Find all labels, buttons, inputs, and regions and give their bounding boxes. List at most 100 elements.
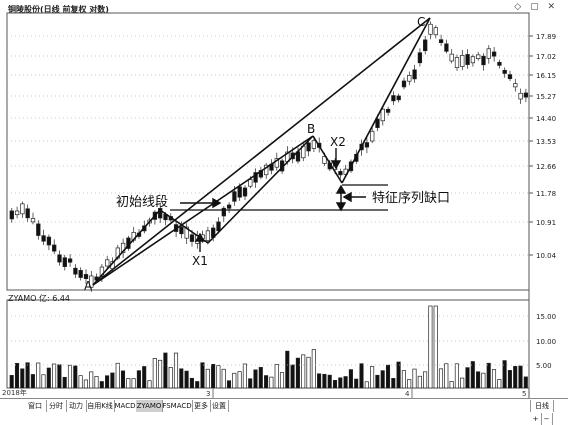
- candle-body: [274, 158, 279, 168]
- volume-bar: [142, 366, 147, 389]
- volume-bar: [295, 357, 300, 389]
- volume-bar: [258, 367, 263, 389]
- period-selector[interactable]: 日线: [530, 400, 554, 412]
- candle-body: [470, 56, 476, 64]
- price-axis-label: 17.02: [536, 53, 556, 61]
- segment-x2-c: [341, 17, 431, 184]
- volume-bar: [343, 376, 348, 389]
- volume-bar: [52, 363, 57, 389]
- volume-bar: [25, 362, 30, 389]
- tab-settings[interactable]: 设置: [210, 400, 229, 412]
- tab-window[interactable]: 窗口: [24, 400, 47, 412]
- tab-momentum[interactable]: 动力: [66, 400, 87, 412]
- candle-body: [25, 208, 30, 219]
- candle-body: [253, 172, 258, 183]
- volume-bar: [338, 377, 343, 389]
- point-x1-label: X1: [192, 254, 208, 268]
- candle-body: [264, 164, 269, 176]
- indicator-axis: 15.00 10.00 5.00: [7, 313, 556, 370]
- volume-bar: [460, 377, 465, 389]
- x2-arrowhead: [330, 160, 342, 170]
- diamond-icon[interactable]: ◇: [514, 2, 525, 12]
- volume-bar: [221, 368, 226, 389]
- volume-bar: [232, 372, 237, 389]
- candle-body: [322, 156, 327, 164]
- volume-bar: [46, 367, 51, 389]
- initial-segment-label: 初始线段: [116, 195, 168, 210]
- candle-body: [242, 187, 248, 197]
- indicator-title: ZYAMO 亿: 6.44: [8, 294, 71, 303]
- candle-body: [491, 51, 497, 57]
- price-chart[interactable]: 初始线段 特征序列缺口 A B C X1 X2 17.8917.0216.151…: [0, 0, 568, 413]
- volume-bar: [115, 362, 120, 389]
- volume-bar: [279, 372, 285, 389]
- volume-bar: [216, 365, 221, 389]
- candle-body: [158, 208, 163, 219]
- tab-macd[interactable]: MACD: [114, 400, 137, 412]
- restore-icon[interactable]: ▢: [530, 2, 542, 12]
- volume-bar: [200, 362, 205, 389]
- candle-body: [120, 242, 126, 253]
- tab-fsmacd[interactable]: FSMACD: [162, 400, 193, 412]
- candle-body: [83, 274, 89, 279]
- candle-body: [364, 142, 370, 148]
- close-icon[interactable]: ✕: [547, 2, 558, 12]
- candle-body: [67, 258, 73, 263]
- candle-body: [502, 69, 507, 74]
- volume-bar: [83, 379, 88, 389]
- volume-bar: [99, 381, 104, 389]
- tab-bar: 窗口 分时 动力 自用K线 MACD ZYAMO FSMACD 更多 设置 日线…: [0, 398, 568, 425]
- tab-intraday[interactable]: 分时: [46, 400, 67, 412]
- zoom-out-button[interactable]: −: [541, 413, 553, 425]
- price-axis-label: 12.66: [536, 163, 557, 171]
- indicator-axis-label: 5.00: [536, 362, 552, 370]
- candle-body: [184, 226, 189, 239]
- volume-bar: [195, 381, 200, 389]
- candle-body: [41, 235, 46, 242]
- segment-a-up: [92, 209, 161, 286]
- volume-bar: [126, 378, 131, 389]
- tab-more[interactable]: 更多: [192, 400, 211, 412]
- candle-body: [380, 108, 385, 122]
- volume-bar: [131, 378, 136, 389]
- candle-body: [30, 218, 36, 223]
- segment-b-x2: [312, 135, 343, 184]
- tab-custom-kline[interactable]: 自用K线: [86, 400, 115, 412]
- window-icons[interactable]: ◇ ▢ ✕: [514, 2, 558, 12]
- tab-zyamo[interactable]: ZYAMO: [136, 400, 163, 412]
- candle-body: [423, 39, 428, 52]
- candlesticks: [9, 21, 529, 292]
- candle-body: [189, 234, 195, 242]
- price-axis-label: 10.91: [536, 219, 556, 227]
- trend-line-a-c: [92, 17, 431, 286]
- candle-body: [428, 23, 433, 35]
- price-axis-label: 15.27: [536, 93, 556, 101]
- candle-body: [237, 186, 242, 198]
- volume-bar: [438, 368, 444, 389]
- indicator-axis-label: 10.00: [536, 338, 556, 346]
- candle-body: [9, 210, 14, 220]
- gap-arrowhead-down: [335, 202, 347, 212]
- volume-bar: [62, 376, 67, 389]
- candle-body: [73, 267, 78, 275]
- price-axis-label: 17.89: [536, 33, 556, 41]
- volume-bar: [158, 359, 163, 389]
- volume-bar: [507, 370, 512, 389]
- gap-arrowhead-up: [335, 184, 347, 194]
- volume-bar: [370, 366, 375, 389]
- volume-bar: [391, 378, 396, 389]
- candle-body: [449, 53, 454, 62]
- candle-body: [62, 257, 67, 267]
- volume-bar: [147, 380, 152, 389]
- volume-bar: [317, 373, 322, 389]
- candle-body: [407, 75, 412, 82]
- volume-bar: [36, 362, 41, 389]
- candle-body: [375, 118, 380, 128]
- volume-bar: [375, 374, 380, 389]
- volume-bar: [173, 352, 179, 389]
- time-mark-4: 4: [405, 390, 410, 398]
- volume-bars: [9, 305, 528, 389]
- volume-bar: [423, 371, 428, 389]
- volume-bar: [163, 352, 168, 389]
